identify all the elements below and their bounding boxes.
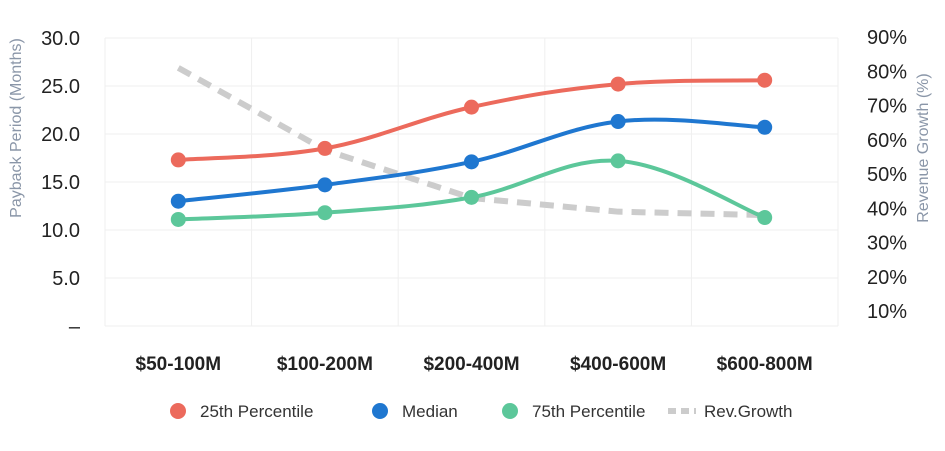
data-point xyxy=(170,152,186,168)
left-axis-title: Payback Period (Months) xyxy=(8,38,25,218)
left-tick-label: – xyxy=(69,316,81,338)
left-tick-label: 30.0 xyxy=(41,28,80,50)
data-point xyxy=(757,72,773,88)
data-point xyxy=(610,76,626,92)
legend-item-25th-percentile: 25th Percentile xyxy=(170,402,313,421)
x-tick-label: $100-200M xyxy=(277,354,373,375)
data-point xyxy=(610,114,626,130)
data-point xyxy=(464,99,479,115)
data-point xyxy=(464,189,479,205)
left-axis-ticks: – 5.0 10.0 15.0 20.0 25.0 30.0 xyxy=(41,28,81,338)
right-tick-label: 40% xyxy=(867,198,907,220)
right-tick-label: 90% xyxy=(867,27,907,49)
right-tick-label: 50% xyxy=(867,164,907,186)
legend-label: 75th Percentile xyxy=(532,402,645,421)
left-tick-label: 20.0 xyxy=(41,124,80,146)
series-layer xyxy=(170,65,773,227)
data-point xyxy=(757,210,773,226)
data-point xyxy=(170,193,186,209)
x-tick-label: $400-600M xyxy=(570,354,666,375)
left-tick-label: 5.0 xyxy=(52,268,80,290)
data-point xyxy=(757,119,773,135)
x-tick-label: $200-400M xyxy=(423,354,519,375)
legend-label: Median xyxy=(402,402,458,421)
legend-dot-marker xyxy=(170,403,186,419)
x-axis-ticks: $50-100M $100-200M $200-400M $400-600M $600-… xyxy=(136,354,813,375)
data-point xyxy=(610,153,626,169)
legend-dot-marker xyxy=(372,403,388,419)
right-tick-label: 80% xyxy=(867,61,907,83)
legend-item-median: Median xyxy=(372,402,458,421)
right-tick-label: 30% xyxy=(867,233,907,255)
right-tick-label: 20% xyxy=(867,267,907,289)
x-tick-label: $50-100M xyxy=(136,354,222,375)
x-tick-label: $600-800M xyxy=(717,354,813,375)
right-tick-label: 60% xyxy=(867,130,907,152)
legend-item-rev-growth: Rev.Growth xyxy=(668,402,793,421)
right-axis-title: Revenue Growth (%) xyxy=(915,73,932,222)
legend-label: Rev.Growth xyxy=(704,402,793,421)
series-median xyxy=(170,114,773,209)
left-tick-label: 15.0 xyxy=(41,172,80,194)
legend: 25th Percentile Median 75th Percentile Rev.… xyxy=(170,402,793,421)
data-point xyxy=(317,177,333,193)
grid-lines xyxy=(104,37,839,327)
left-tick-label: 25.0 xyxy=(41,76,80,98)
series-25th-percentile xyxy=(170,72,773,168)
legend-label: 25th Percentile xyxy=(200,402,313,421)
right-tick-label: 70% xyxy=(867,96,907,118)
legend-dot-marker xyxy=(502,403,518,419)
data-point xyxy=(317,140,333,156)
right-tick-label: 10% xyxy=(867,301,907,323)
right-axis-ticks: 10% 20% 30% 40% 50% 60% 70% 80% 90% xyxy=(867,27,907,323)
series-75th-percentile xyxy=(170,153,773,227)
data-point xyxy=(170,211,186,227)
data-point xyxy=(317,205,333,221)
data-point xyxy=(464,154,479,170)
legend-item-75th-percentile: 75th Percentile xyxy=(502,402,645,421)
left-tick-label: 10.0 xyxy=(41,220,80,242)
